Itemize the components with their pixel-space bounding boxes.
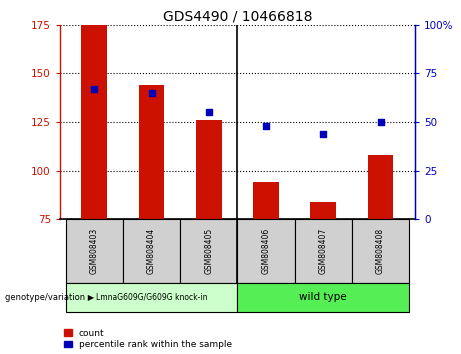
Text: GSM808405: GSM808405 <box>204 228 213 274</box>
Bar <box>368 155 393 219</box>
Point <box>148 90 155 96</box>
Text: GSM808408: GSM808408 <box>376 228 385 274</box>
Bar <box>65 283 237 312</box>
Point <box>205 109 213 115</box>
Text: genotype/variation ▶: genotype/variation ▶ <box>5 293 94 302</box>
Bar <box>139 85 165 219</box>
Bar <box>196 120 222 219</box>
Bar <box>295 219 352 283</box>
Text: GSM808403: GSM808403 <box>90 228 99 274</box>
Bar <box>123 219 180 283</box>
Bar <box>82 25 107 219</box>
Point <box>91 86 98 92</box>
Bar <box>180 219 237 283</box>
Point <box>262 123 270 129</box>
Text: GSM808404: GSM808404 <box>147 228 156 274</box>
Text: GSM808407: GSM808407 <box>319 228 328 274</box>
Point <box>319 131 327 137</box>
Text: GSM808406: GSM808406 <box>261 228 271 274</box>
Text: wild type: wild type <box>300 292 347 302</box>
Legend: count, percentile rank within the sample: count, percentile rank within the sample <box>65 329 232 349</box>
Bar <box>253 182 279 219</box>
Bar <box>65 219 123 283</box>
Text: LmnaG609G/G609G knock-in: LmnaG609G/G609G knock-in <box>96 293 207 302</box>
Bar <box>237 283 409 312</box>
Point <box>377 119 384 125</box>
Bar <box>310 202 336 219</box>
Bar <box>237 219 295 283</box>
Title: GDS4490 / 10466818: GDS4490 / 10466818 <box>163 10 312 24</box>
Bar <box>352 219 409 283</box>
